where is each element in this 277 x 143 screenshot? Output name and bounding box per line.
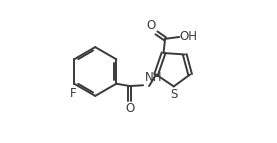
Text: O: O: [125, 102, 134, 115]
Text: NH: NH: [145, 72, 162, 85]
Text: S: S: [170, 88, 178, 101]
Text: O: O: [147, 19, 156, 32]
Text: F: F: [70, 87, 76, 100]
Text: OH: OH: [180, 30, 198, 43]
